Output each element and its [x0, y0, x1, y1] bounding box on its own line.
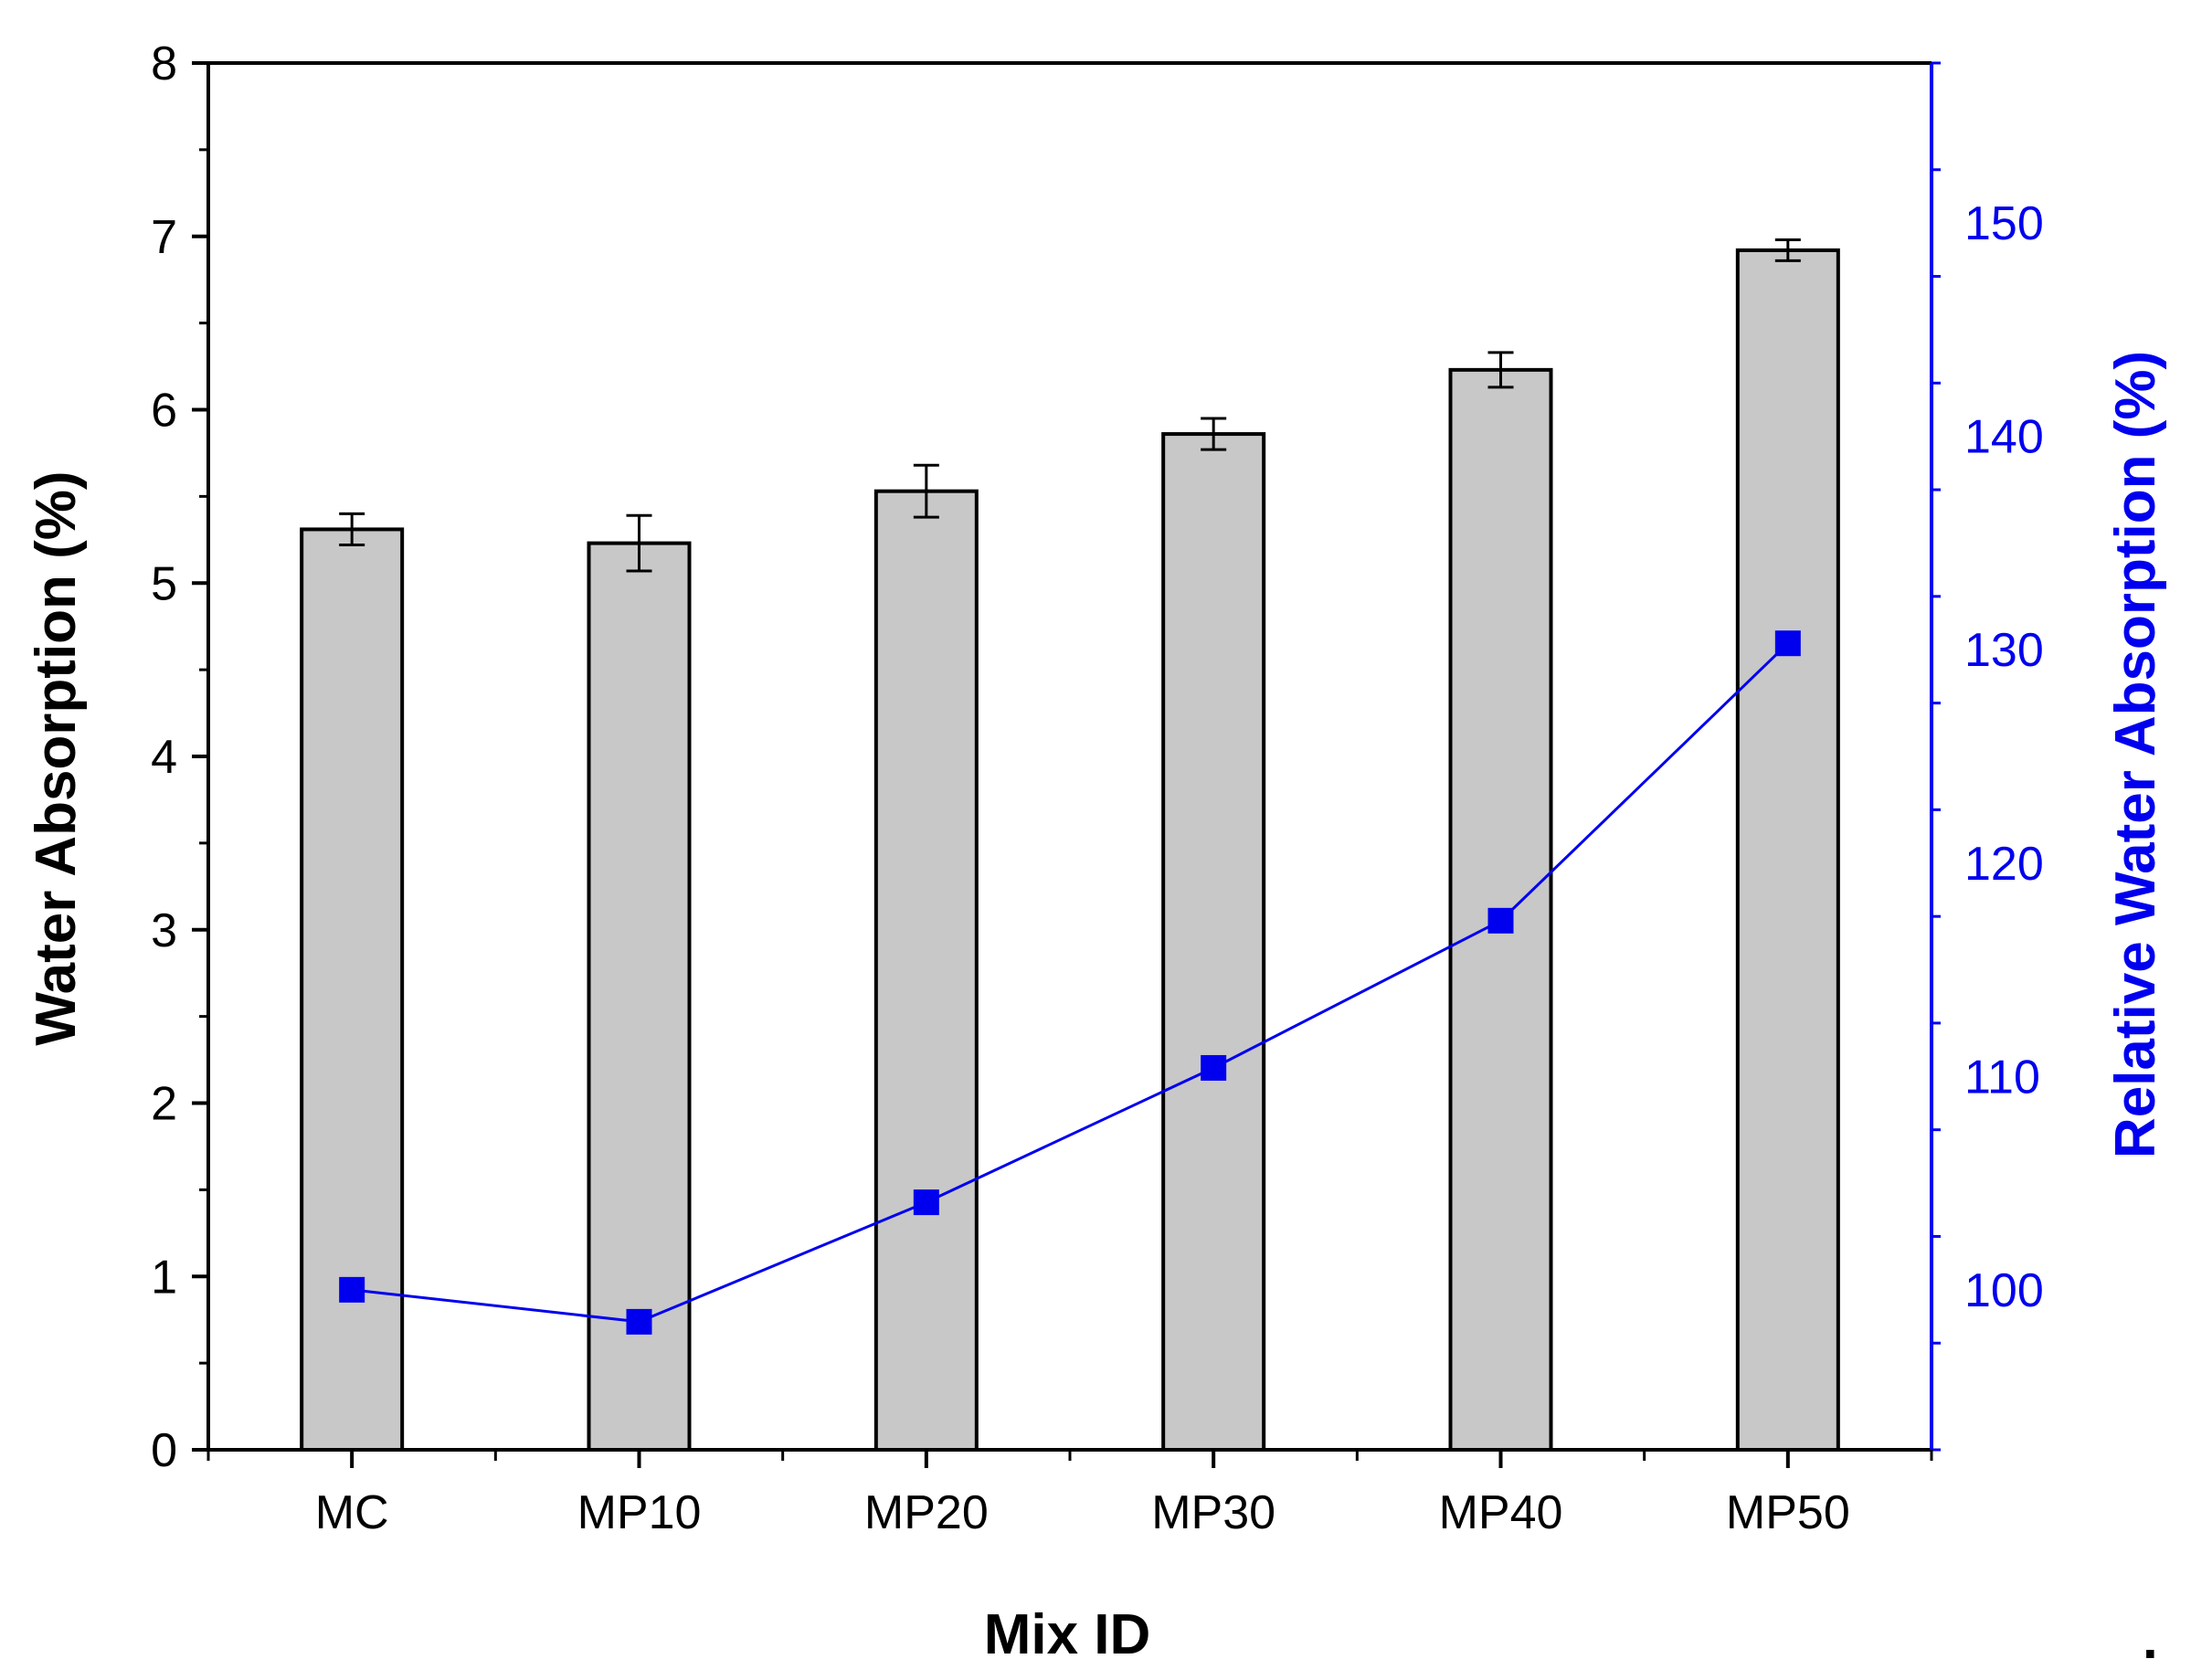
labels-layer: Mix ID Water Absorption (%) Relative Wat…: [25, 351, 2167, 1670]
x-tick-label-mp50: MP50: [1726, 1486, 1850, 1539]
y-tick-label: 1: [151, 1251, 177, 1304]
y-tick-label: 8: [151, 37, 177, 90]
error-bar-mp20: [913, 463, 939, 519]
x-tick-label-mp10: MP10: [577, 1486, 702, 1539]
y-tick-label: 0: [151, 1424, 177, 1477]
footnote-dot: .: [2143, 1609, 2158, 1670]
relative-line: [352, 642, 1789, 1324]
bar-mc: [300, 527, 405, 1452]
y-tick-label: 2: [151, 1078, 177, 1131]
y2-tick-label: 100: [1964, 1264, 2044, 1317]
x-tick-label-mp30: MP30: [1151, 1486, 1275, 1539]
bars-layer: [300, 248, 1840, 1453]
x-tick-label-mp40: MP40: [1439, 1486, 1563, 1539]
marker-mp10: [626, 1308, 652, 1335]
y-tick-label: 5: [151, 557, 177, 610]
x-axis-title: Mix ID: [984, 1603, 1151, 1666]
y-tick-label: 6: [151, 385, 177, 438]
ticks-layer: 0 1 2 3 4 5 6 7 8 100 110 120 130 140 150 MC MP10 MP20 MP3…: [151, 37, 2044, 1539]
error-bar-mp10: [626, 513, 652, 573]
bar-mp30: [1161, 432, 1266, 1453]
marker-mc: [339, 1276, 365, 1303]
bar-mp10: [587, 541, 692, 1452]
marker-mp30: [1201, 1054, 1227, 1081]
y2-tick-label: 150: [1964, 197, 2044, 250]
error-bar-mc: [339, 512, 365, 547]
marker-mp40: [1487, 907, 1514, 934]
y2-axis-title: Relative Water Absorption (%): [2104, 351, 2167, 1158]
axes-layer: [206, 61, 1933, 1452]
y2-tick-label: 140: [1964, 411, 2044, 464]
y2-tick-label: 110: [1964, 1051, 2040, 1104]
y2-tick-label: 130: [1964, 624, 2044, 677]
bar-mp50: [1735, 248, 1840, 1452]
y-tick-label: 4: [151, 731, 177, 784]
bar-mp20: [873, 489, 979, 1452]
marker-mp50: [1774, 630, 1801, 657]
y-tick-label: 7: [151, 211, 177, 264]
marker-mp20: [913, 1189, 939, 1216]
y2-tick-label: 120: [1964, 838, 2044, 891]
y-axis-title: Water Absorption (%): [25, 470, 88, 1045]
error-bar-mp30: [1201, 417, 1227, 451]
error-bar-mp50: [1774, 238, 1801, 262]
error-bars-layer: [339, 238, 1801, 573]
relative-line-layer: [339, 630, 1801, 1335]
x-tick-label-mp20: MP20: [864, 1486, 989, 1539]
x-tick-label-mc: MC: [315, 1486, 389, 1539]
error-bar-mp40: [1487, 351, 1514, 389]
y-tick-label: 3: [151, 904, 177, 957]
